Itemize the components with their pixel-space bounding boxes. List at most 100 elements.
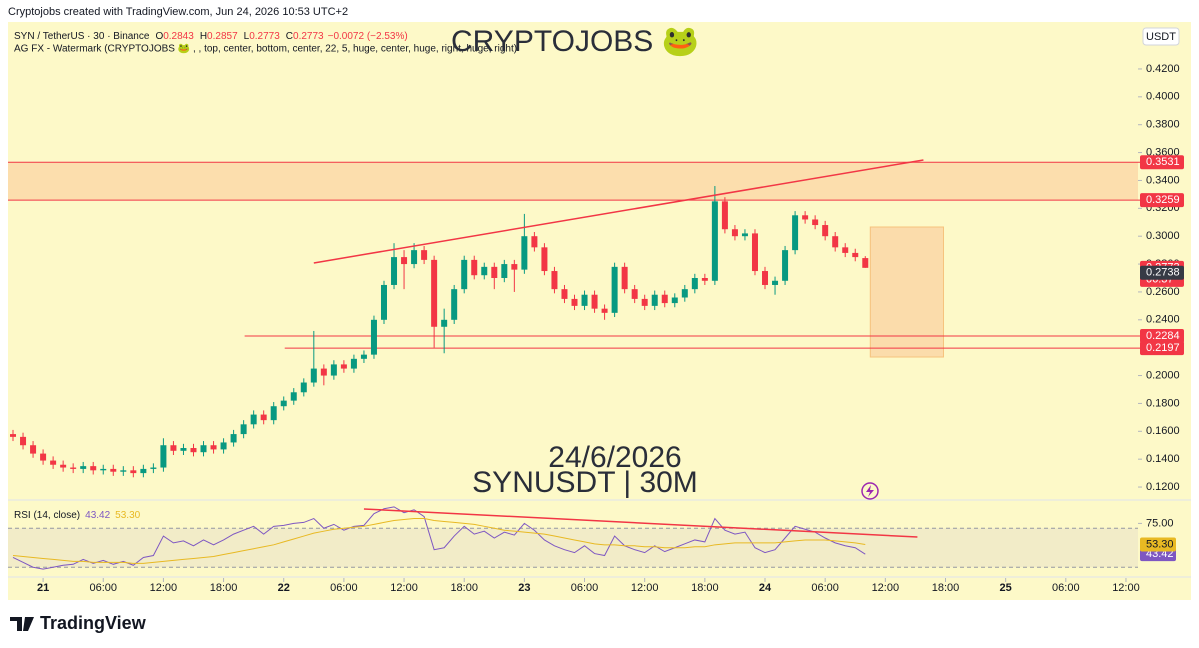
candle-body — [571, 298, 578, 306]
candle-body — [461, 259, 468, 290]
x-tick-label: 06:00 — [89, 582, 117, 594]
rsi-value-bg — [1140, 537, 1176, 552]
candle-body — [401, 257, 408, 265]
ohlc-change: −0.0072 (−2.53%) — [328, 31, 408, 42]
candle-body — [210, 445, 217, 450]
lightning-icon[interactable] — [861, 482, 879, 500]
y-tick-label: 0.3000 — [1146, 230, 1180, 242]
rsi-line — [12, 506, 866, 570]
ohlc-key: C — [286, 31, 293, 42]
rsi-legend: RSI (14, close) 43.42 53.30 — [14, 510, 141, 521]
y-tick-label: 0.2600 — [1146, 286, 1180, 298]
candle-body — [731, 229, 738, 237]
x-tick-label: 12:00 — [1112, 582, 1140, 594]
x-tick-label: 25 — [1000, 582, 1012, 594]
candle-body — [812, 219, 819, 226]
candle-body — [631, 289, 638, 299]
brand: TradingView — [40, 613, 147, 633]
candle-body — [300, 382, 307, 393]
currency-box[interactable] — [1142, 27, 1180, 46]
candle-body — [320, 368, 327, 376]
candle-body — [360, 354, 367, 359]
rsi-line — [12, 518, 866, 564]
candle-body — [862, 258, 869, 268]
x-tick-label: 24 — [759, 582, 772, 594]
price-label: 0.2197 — [1146, 342, 1180, 354]
price-label: 0.3531 — [1146, 156, 1180, 168]
candle-body — [431, 259, 438, 327]
candle-body — [661, 294, 668, 304]
candle-body — [581, 294, 588, 306]
target-box — [869, 226, 944, 358]
candle-body — [350, 358, 357, 369]
candle-body — [140, 468, 147, 474]
y-tick-label: 0.1200 — [1146, 481, 1180, 493]
candle-body — [30, 445, 37, 454]
candle-body — [531, 236, 538, 248]
x-tick-label: 23 — [518, 582, 530, 594]
candle-body — [250, 414, 257, 425]
candle-body — [40, 453, 47, 461]
price-label-bg — [1140, 341, 1184, 356]
y-tick-label: 0.4200 — [1146, 63, 1180, 75]
candle-body — [451, 289, 458, 320]
candle-body — [160, 445, 167, 468]
ohlc-key: L — [244, 31, 250, 42]
candle-body — [230, 434, 237, 443]
header: Cryptojobs created with TradingView.com,… — [8, 6, 348, 18]
symbol: SYN / TetherUS · 30 · Binance — [14, 31, 150, 42]
candle-body — [310, 368, 317, 383]
candle-body — [561, 289, 568, 299]
y-tick-label: 0.3400 — [1146, 174, 1180, 186]
pair-watermark: SYNUSDT | 30M — [472, 466, 698, 499]
candle-body — [260, 414, 267, 421]
candle-body — [471, 259, 478, 276]
candle-body — [601, 308, 608, 313]
candle-body — [802, 215, 809, 220]
candle-body — [711, 201, 718, 281]
trendline — [313, 159, 924, 264]
watermark: CRYPTOJOBS 🐸 — [451, 25, 699, 58]
x-tick-label: 12:00 — [631, 582, 659, 594]
candle-body — [842, 247, 849, 253]
candle-body — [792, 215, 799, 251]
candle-body — [691, 278, 698, 290]
chart: 0.1200 0.1400 0.1600 0.1800 0.2000 0.2400 0.26… — [8, 31, 1191, 594]
candle-body — [90, 466, 97, 471]
price-label-bg — [1140, 328, 1184, 343]
brand-logo — [10, 617, 34, 631]
resistance-zone — [8, 162, 1138, 201]
candle-body — [60, 464, 67, 468]
y-tick-label: 0.1600 — [1146, 425, 1180, 437]
candle-body — [671, 297, 678, 304]
ohlc-key: O — [155, 31, 163, 42]
candle-body — [70, 467, 77, 469]
x-tick-label: 06:00 — [330, 582, 358, 594]
candle-body — [491, 266, 498, 279]
candle-body — [481, 266, 488, 276]
candle-body — [330, 364, 337, 376]
x-tick-label: 21 — [37, 582, 49, 594]
x-tick-label: 06:00 — [811, 582, 839, 594]
rsi-value-label: 53.30 — [1146, 538, 1174, 550]
candle-body — [10, 434, 17, 437]
x-tick-label: 18:00 — [932, 582, 960, 594]
x-tick-label: 18:00 — [691, 582, 719, 594]
candle-body — [200, 445, 207, 453]
y-tick-label: 0.1800 — [1146, 397, 1180, 409]
x-tick-label: 18:00 — [210, 582, 238, 594]
y-tick-label: 0.1400 — [1146, 453, 1180, 465]
candle-body — [411, 250, 418, 265]
x-tick-label: 06:00 — [571, 582, 599, 594]
candle-body — [120, 470, 127, 472]
ohlc-value: 0.2773 — [293, 31, 324, 42]
candle-body — [280, 400, 287, 407]
candle-body — [551, 271, 558, 290]
ohlc-value: 0.2857 — [207, 31, 238, 42]
candle-body — [751, 233, 758, 272]
candle-body — [701, 278, 708, 281]
candle-body — [190, 448, 197, 453]
rsi-title: RSI (14, close) — [14, 510, 80, 521]
candle-body — [370, 319, 377, 355]
candle-body — [100, 468, 107, 471]
